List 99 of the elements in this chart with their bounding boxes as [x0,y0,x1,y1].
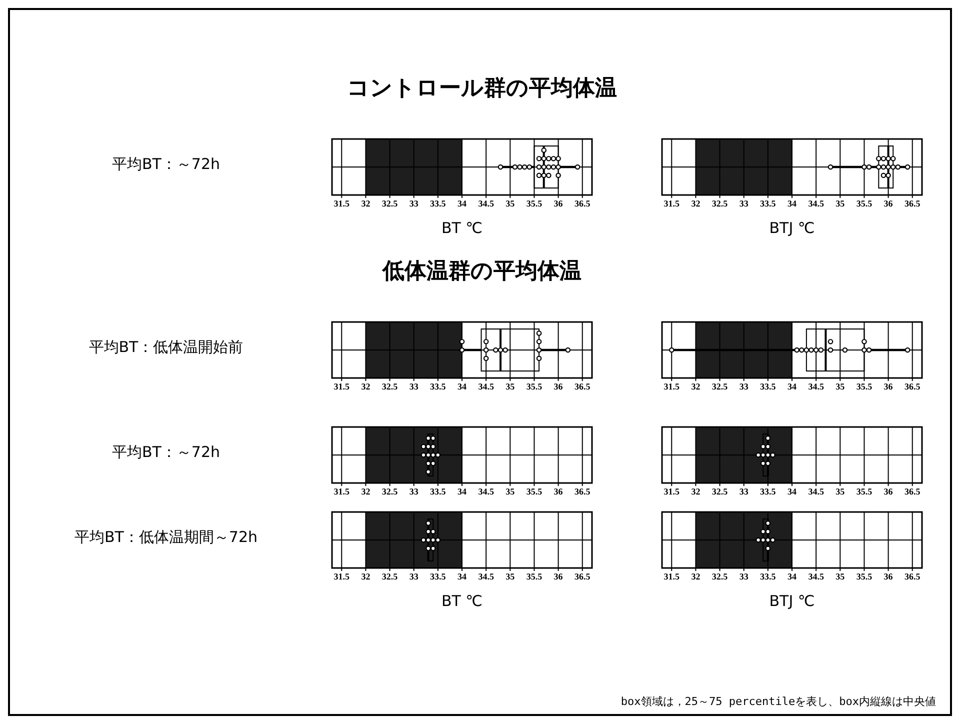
x-axis-title: BTJ ℃ [768,219,816,237]
x-tick-label: 35.5 [526,571,543,582]
x-tick-label: 35 [836,198,846,208]
x-tick-label: 31.5 [664,198,680,208]
x-tick-label: 32.5 [382,486,398,496]
x-tick-label: 33 [739,381,749,392]
x-tick-label: 32 [691,381,701,392]
x-tick-label: 32.5 [382,571,398,582]
x-tick-label: 32.5 [712,486,728,496]
x-tick-label: 33 [409,486,419,496]
x-tick-label: 34 [788,198,797,208]
x-tick-label: 36 [554,198,564,208]
x-tick-label: 35.5 [856,381,873,392]
x-tick-label: 34.5 [478,571,494,582]
x-tick-label: 36 [554,486,564,496]
x-tick-label: 34 [458,486,467,496]
x-tick-label: 32.5 [712,381,728,392]
x-axis-title: BT ℃ [440,592,484,610]
x-tick-label: 34 [458,381,467,392]
x-tick-label: 33.5 [760,486,776,496]
x-tick-label: 33.5 [760,571,776,582]
x-tick-label: 36 [884,381,894,392]
x-tick-label: 36.5 [574,381,591,392]
text: box領域は，25～75 percentileを表し、box内縦線は中央値 [620,694,936,709]
x-tick-label: 34 [788,486,797,496]
x-tick-label: 35 [506,381,516,392]
x-tick-label: 36 [884,571,894,582]
x-tick-label: 36.5 [904,571,921,582]
x-tick-label: 35.5 [526,486,543,496]
x-tick-label: 35 [506,571,516,582]
x-tick-label: 34.5 [808,198,824,208]
x-tick-label: 32.5 [712,198,728,208]
x-tick-label: 36.5 [574,571,591,582]
x-tick-label: 33.5 [430,486,446,496]
x-tick-label: 31.5 [334,571,350,582]
x-tick-label: 34.5 [808,381,824,392]
x-axis-title: BT ℃ [440,219,484,237]
x-tick-label: 35.5 [526,198,543,208]
x-tick-label: 33.5 [430,381,446,392]
x-tick-label: 35.5 [856,486,873,496]
x-tick-label: 35 [836,571,846,582]
x-tick-label: 33 [739,198,749,208]
x-tick-label: 36.5 [574,198,591,208]
x-tick-label: 32.5 [382,198,398,208]
x-tick-label: 34 [788,381,797,392]
x-tick-label: 34.5 [478,198,494,208]
x-tick-label: 31.5 [664,486,680,496]
y-axis-title: 平均BT：～72h [110,155,222,174]
x-tick-label: 32 [691,198,701,208]
x-tick-label: 36.5 [574,486,591,496]
x-tick-label: 31.5 [664,571,680,582]
x-tick-label: 32 [361,486,371,496]
x-tick-label: 34 [458,571,467,582]
x-tick-label: 32 [691,571,701,582]
x-tick-label: 35.5 [856,198,873,208]
x-tick-label: 34.5 [478,381,494,392]
x-tick-label: 33.5 [430,571,446,582]
x-tick-label: 33 [739,571,749,582]
chart-title: コントロール群の平均体温 [346,75,618,103]
x-tick-label: 36.5 [904,486,921,496]
x-tick-label: 32.5 [382,381,398,392]
x-tick-label: 33 [409,381,419,392]
x-tick-label: 34 [458,198,467,208]
y-axis-title: 平均BT：低体温開始前 [88,338,244,357]
x-tick-label: 33.5 [430,198,446,208]
x-tick-label: 35 [506,198,516,208]
x-tick-label: 33.5 [760,381,776,392]
x-tick-label: 34.5 [478,486,494,496]
x-tick-label: 34 [788,571,797,582]
x-tick-label: 35 [836,486,846,496]
x-tick-label: 35.5 [526,381,543,392]
x-tick-label: 32.5 [712,571,728,582]
y-axis-title: 平均BT：～72h [110,443,222,462]
chart-title: 低体温群の平均体温 [380,258,582,286]
x-tick-label: 36 [554,381,564,392]
x-tick-label: 33 [739,486,749,496]
x-tick-label: 31.5 [334,198,350,208]
x-tick-label: 36 [884,198,894,208]
x-tick-label: 36.5 [904,198,921,208]
x-tick-label: 36 [554,571,564,582]
x-tick-label: 31.5 [664,381,680,392]
x-tick-label: 36 [884,486,894,496]
x-tick-label: 33 [409,198,419,208]
x-tick-label: 32 [361,198,371,208]
x-tick-label: 34.5 [808,571,824,582]
x-tick-label: 35 [506,486,516,496]
x-tick-label: 31.5 [334,381,350,392]
x-tick-label: 32 [361,381,371,392]
x-tick-label: 35.5 [856,571,873,582]
x-tick-label: 34.5 [808,486,824,496]
x-tick-label: 36.5 [904,381,921,392]
y-axis-title: 平均BT：低体温期間～72h [73,528,259,547]
x-tick-label: 32 [691,486,701,496]
x-tick-label: 31.5 [334,486,350,496]
x-axis-title: BTJ ℃ [768,592,816,610]
x-tick-label: 32 [361,571,371,582]
x-tick-label: 33.5 [760,198,776,208]
x-tick-label: 35 [836,381,846,392]
x-tick-label: 33 [409,571,419,582]
